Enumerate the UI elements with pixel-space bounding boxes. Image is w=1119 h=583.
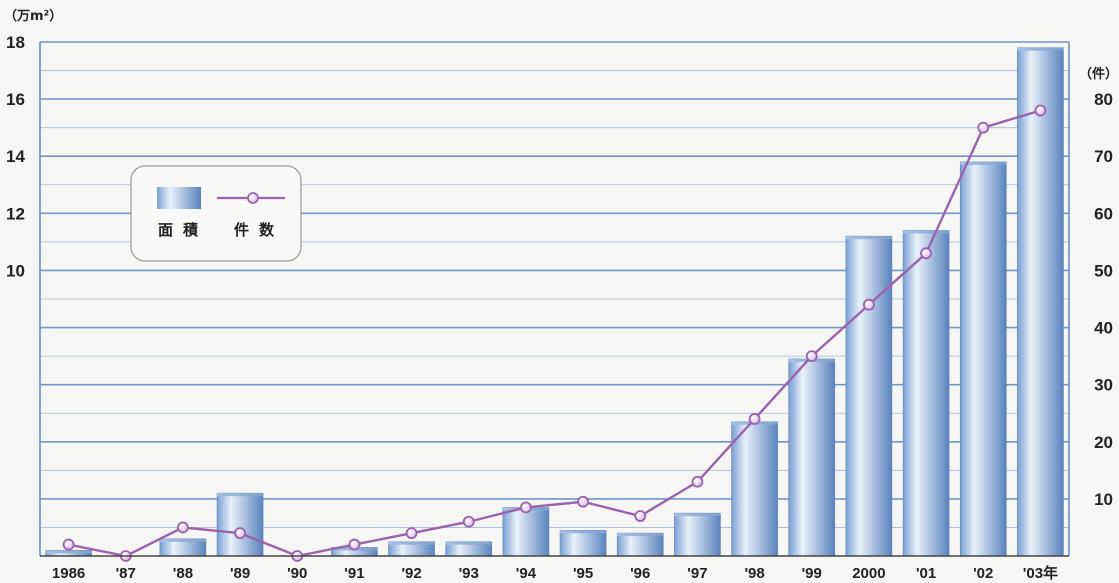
y-right-tick-label: 20 bbox=[1094, 433, 1113, 452]
bar-top bbox=[960, 161, 1007, 165]
bar-top bbox=[617, 533, 664, 537]
x-tick-label: '89 bbox=[230, 565, 250, 582]
y-left-tick-label: 16 bbox=[6, 90, 25, 109]
line-point bbox=[577, 495, 589, 508]
x-tick-label: 1986 bbox=[52, 565, 85, 582]
axes: 10 12 14 16 18 10 20 30 40 50 60 70 80 1986 '87 '88 '89 '… bbox=[6, 33, 1113, 582]
bar-top bbox=[159, 538, 206, 542]
line-point bbox=[805, 350, 818, 363]
line-point bbox=[177, 521, 189, 534]
x-tick-label: '94 bbox=[516, 565, 537, 582]
line-path bbox=[68, 109, 1041, 558]
x-tick-label: '97 bbox=[687, 565, 707, 582]
bar-series bbox=[45, 47, 1064, 557]
line-point bbox=[748, 413, 761, 425]
line-point bbox=[234, 527, 246, 540]
x-tick-label: '93 bbox=[459, 565, 479, 582]
y-left-tick-label: 18 bbox=[6, 33, 25, 52]
line-point bbox=[634, 510, 647, 522]
legend-label-count: 件数 bbox=[234, 221, 284, 239]
legend-line-marker bbox=[247, 192, 259, 204]
bar-top bbox=[674, 513, 721, 517]
bar-top bbox=[1017, 47, 1064, 51]
y-left-tick-label: 14 bbox=[6, 147, 25, 166]
y-right-tick-label: 50 bbox=[1094, 261, 1113, 280]
bar-top bbox=[388, 541, 435, 545]
y-right-unit: （件） bbox=[1079, 66, 1118, 82]
y-right-tick-label: 30 bbox=[1094, 376, 1113, 395]
line-point bbox=[405, 527, 418, 540]
bar bbox=[1017, 47, 1064, 557]
y-right-tick-label: 40 bbox=[1094, 319, 1113, 338]
bar bbox=[959, 161, 1007, 557]
y-right-tick-label: 10 bbox=[1094, 490, 1113, 509]
legend-bar-swatch bbox=[157, 187, 201, 209]
bar-top bbox=[903, 230, 950, 234]
x-tick-label: '03年 bbox=[1023, 564, 1058, 582]
x-tick-label: '98 bbox=[744, 565, 764, 582]
line-point bbox=[920, 247, 932, 260]
bar bbox=[902, 230, 950, 557]
x-tick-label: '02 bbox=[973, 565, 993, 582]
y-left-unit: （万m²） bbox=[4, 8, 62, 24]
x-tick-label: '88 bbox=[173, 565, 193, 582]
legend: 面積 件数 bbox=[130, 165, 302, 262]
x-tick-label: '95 bbox=[573, 565, 593, 582]
line-point bbox=[1034, 104, 1047, 117]
bar bbox=[731, 421, 778, 557]
bar bbox=[674, 512, 721, 557]
y-right-tick-label: 60 bbox=[1094, 204, 1113, 223]
x-tick-label: '90 bbox=[287, 565, 307, 582]
x-tick-label: '92 bbox=[401, 565, 421, 582]
line-point bbox=[348, 538, 361, 551]
bar-top bbox=[560, 530, 607, 534]
bar-top bbox=[217, 493, 264, 497]
y-left-tick-label: 12 bbox=[6, 204, 25, 223]
y-left-tick-label: 10 bbox=[6, 261, 25, 280]
line-point bbox=[977, 121, 990, 134]
bar bbox=[502, 507, 550, 557]
bar bbox=[216, 492, 264, 557]
legend-box bbox=[130, 165, 302, 262]
bar-top bbox=[845, 236, 892, 240]
x-tick-label: 2000 bbox=[852, 565, 885, 582]
line-point bbox=[520, 501, 532, 514]
bar-top bbox=[445, 541, 492, 545]
line-point bbox=[462, 515, 475, 528]
line-point bbox=[62, 538, 75, 551]
x-tick-label: '91 bbox=[344, 565, 364, 582]
bar-top bbox=[45, 550, 92, 554]
y-right-tick-label: 80 bbox=[1094, 90, 1113, 109]
y-right-tick-label: 70 bbox=[1094, 147, 1113, 166]
line-point bbox=[863, 298, 875, 311]
bar bbox=[616, 532, 664, 557]
legend-label-area: 面積 bbox=[158, 221, 208, 239]
x-tick-label: '01 bbox=[916, 565, 936, 582]
bar bbox=[788, 358, 836, 557]
x-tick-label: '96 bbox=[630, 565, 650, 582]
x-tick-label: '99 bbox=[802, 565, 822, 582]
bar bbox=[559, 529, 607, 557]
bar bbox=[845, 235, 893, 557]
x-tick-label: '87 bbox=[116, 565, 136, 582]
line-point bbox=[691, 475, 704, 488]
